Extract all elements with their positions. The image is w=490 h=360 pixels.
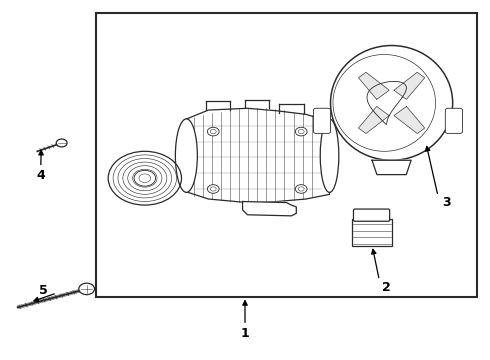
Polygon shape <box>243 202 296 216</box>
Text: 4: 4 <box>36 169 45 182</box>
Polygon shape <box>186 108 330 203</box>
Polygon shape <box>359 107 389 134</box>
Polygon shape <box>359 72 389 99</box>
FancyBboxPatch shape <box>353 209 390 221</box>
Ellipse shape <box>320 119 339 192</box>
Circle shape <box>295 127 307 136</box>
Circle shape <box>56 139 67 147</box>
Ellipse shape <box>331 45 453 160</box>
Bar <box>96 13 477 297</box>
Circle shape <box>207 127 219 136</box>
Bar <box>351 220 392 246</box>
Circle shape <box>79 283 95 294</box>
Polygon shape <box>394 107 425 134</box>
Text: 5: 5 <box>39 284 48 297</box>
FancyBboxPatch shape <box>314 108 331 134</box>
Circle shape <box>295 185 307 193</box>
Text: 3: 3 <box>442 197 451 210</box>
Text: 1: 1 <box>241 327 249 340</box>
Ellipse shape <box>175 119 197 192</box>
Circle shape <box>207 185 219 193</box>
Text: 2: 2 <box>382 281 391 294</box>
Circle shape <box>134 170 156 186</box>
Polygon shape <box>394 72 425 99</box>
Circle shape <box>133 169 157 187</box>
FancyBboxPatch shape <box>445 108 463 134</box>
Polygon shape <box>372 160 411 175</box>
